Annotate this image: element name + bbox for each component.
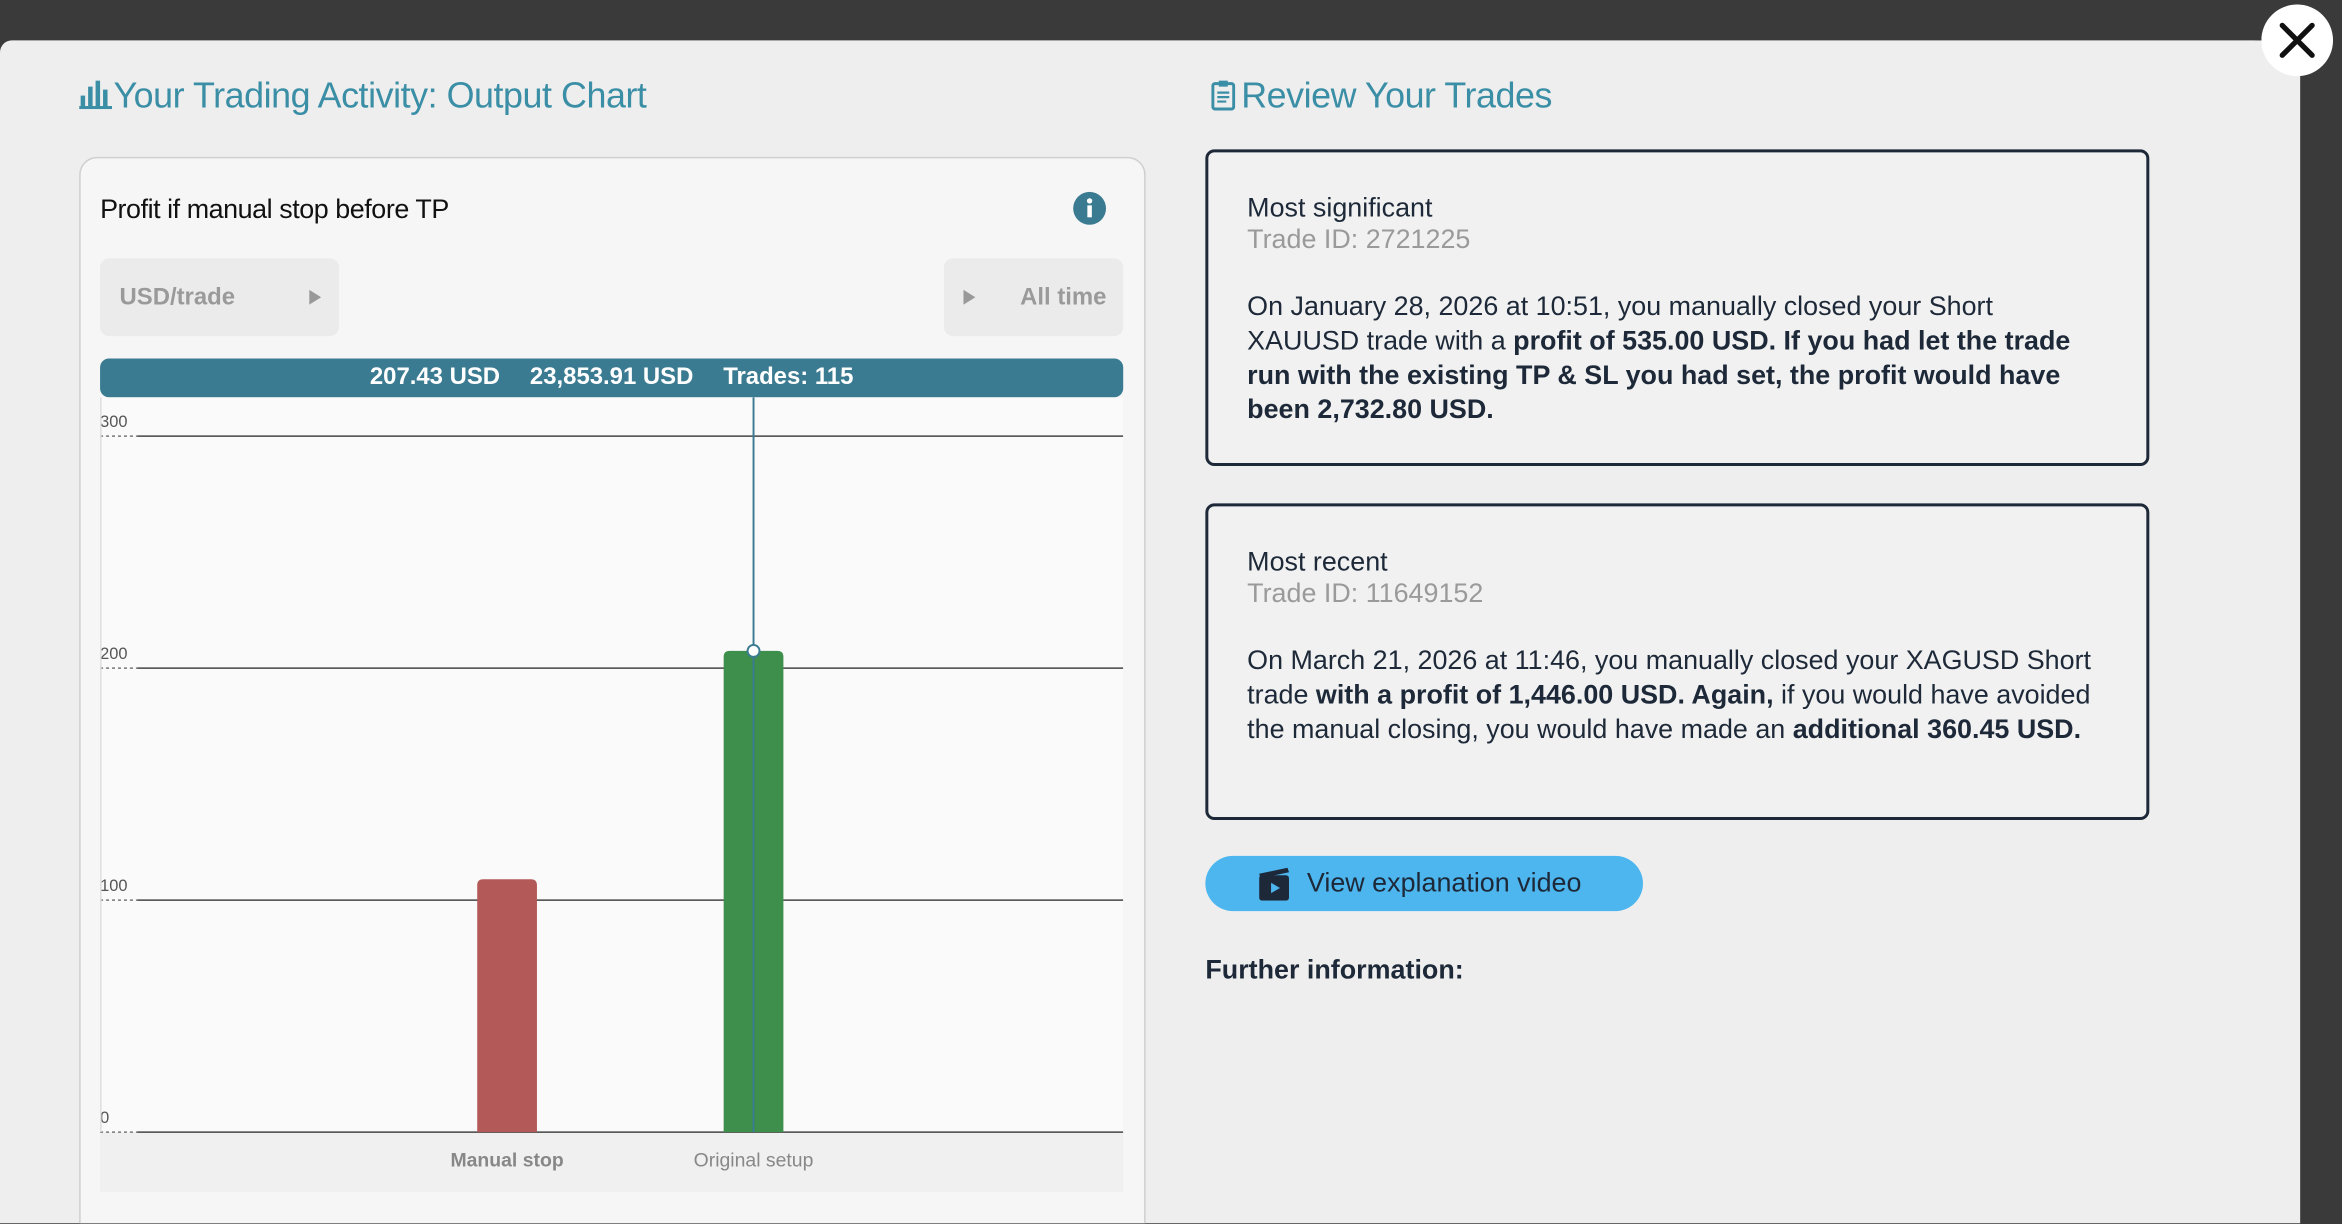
review-card: Most recent Trade ID: 11649152 On March 21… bbox=[1205, 503, 2150, 820]
section-title: Your Trading Activity: Output Chart bbox=[113, 76, 647, 117]
x-axis-band bbox=[100, 1132, 1124, 1192]
tooltip-bar: 207.43 USD 23,853.91 USD Trades: 115 bbox=[100, 358, 1124, 398]
x-tick-label: Original setup bbox=[694, 1150, 814, 1172]
section-title: Review Your Trades bbox=[1241, 76, 1552, 117]
video-icon bbox=[1259, 867, 1289, 900]
period-selector[interactable]: All time bbox=[943, 258, 1124, 337]
y-tick-label: 100 bbox=[100, 877, 127, 895]
close-button[interactable] bbox=[2261, 4, 2334, 77]
unit-label: USD/trade bbox=[119, 285, 236, 311]
arrow bbox=[309, 289, 322, 305]
text-segment: if you would have avoided the manual clo… bbox=[1247, 679, 2091, 744]
tooltip-value: Trades: 115 bbox=[723, 364, 854, 390]
review-card: Most significant Trade ID: 2721225 On Janu… bbox=[1205, 149, 2150, 467]
text-segment: On January 28, 2026 at 10:51, you manual… bbox=[1247, 291, 1993, 356]
further-info: Further information: bbox=[1205, 954, 1464, 985]
card-heading: Most recent bbox=[1247, 546, 1388, 577]
card-text: On March 21, 2026 at 11:46, you manually… bbox=[1247, 644, 2107, 747]
unit-selector[interactable]: USD/trade bbox=[100, 258, 340, 337]
y-tick-label: 200 bbox=[100, 645, 127, 663]
video-label: View explanation video bbox=[1306, 867, 1582, 898]
bar bbox=[477, 879, 537, 1133]
tooltip-value: 23,853.91 USD bbox=[529, 364, 694, 390]
tooltip-value: 207.43 USD bbox=[369, 364, 501, 390]
crosshair-point bbox=[746, 643, 761, 658]
text-segment: with a profit of 1,446.00 USD. Again, bbox=[1315, 679, 1774, 710]
card-text: On January 28, 2026 at 10:51, you manual… bbox=[1247, 290, 2107, 427]
card-heading: Most significant bbox=[1247, 192, 1433, 223]
x-tick-label: Manual stop bbox=[450, 1150, 563, 1172]
video-button[interactable]: View explanation video bbox=[1205, 855, 1643, 912]
chart-icon bbox=[79, 80, 113, 110]
clipboard-icon bbox=[1211, 80, 1236, 111]
text-segment: profit of 535.00 USD. If you had let the… bbox=[1247, 325, 2071, 425]
plot: 0 100 200 300 Manual stop Original setup bbox=[100, 397, 1124, 1172]
y-tick-label: 300 bbox=[100, 413, 127, 431]
chart-title: Profit if manual stop before TP bbox=[100, 194, 449, 225]
period-label: All time bbox=[1020, 285, 1107, 311]
text-segment: On March 21, 2026 at 11:46, you manually… bbox=[1247, 645, 2092, 710]
trade-id: Trade ID: 11649152 bbox=[1247, 578, 1484, 608]
trade-id: Trade ID: 2721225 bbox=[1247, 224, 1471, 254]
arrow bbox=[963, 289, 976, 305]
info-icon[interactable] bbox=[1072, 191, 1107, 225]
y-tick-label: 0 bbox=[100, 1109, 109, 1127]
text-segment: additional 360.45 USD. bbox=[1792, 713, 2082, 744]
